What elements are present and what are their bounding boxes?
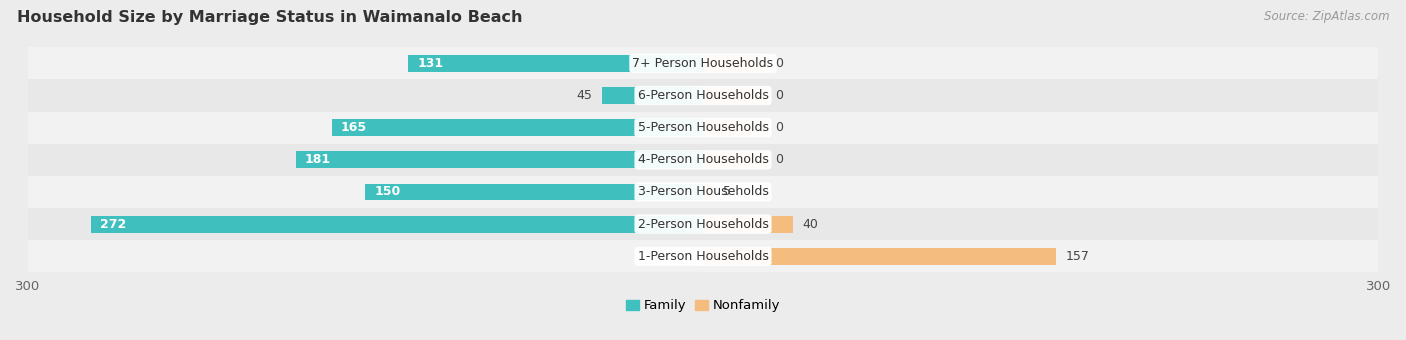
Text: 0: 0	[775, 153, 783, 166]
Text: 40: 40	[801, 218, 818, 231]
Text: Source: ZipAtlas.com: Source: ZipAtlas.com	[1264, 10, 1389, 23]
Text: 4-Person Households: 4-Person Households	[637, 153, 769, 166]
Bar	[28, 208, 1378, 240]
Text: 157: 157	[1066, 250, 1090, 263]
Text: 165: 165	[340, 121, 367, 134]
Bar	[332, 119, 703, 136]
Text: 272: 272	[100, 218, 127, 231]
Text: 0: 0	[775, 57, 783, 70]
Bar	[28, 112, 1378, 144]
Bar	[703, 87, 766, 104]
Text: 0: 0	[775, 89, 783, 102]
Bar	[602, 87, 703, 104]
Text: 0: 0	[775, 121, 783, 134]
Text: 181: 181	[305, 153, 330, 166]
Text: 6-Person Households: 6-Person Households	[637, 89, 769, 102]
Bar	[90, 216, 703, 233]
Legend: Family, Nonfamily: Family, Nonfamily	[620, 294, 786, 318]
Bar	[703, 248, 1056, 265]
Text: 1-Person Households: 1-Person Households	[637, 250, 769, 263]
Bar	[28, 240, 1378, 272]
Bar	[408, 55, 703, 72]
Text: Household Size by Marriage Status in Waimanalo Beach: Household Size by Marriage Status in Wai…	[17, 10, 523, 25]
Text: 131: 131	[418, 57, 443, 70]
Bar	[703, 216, 793, 233]
Bar	[703, 119, 766, 136]
Bar	[703, 55, 766, 72]
Bar	[703, 151, 766, 168]
Text: 7+ Person Households: 7+ Person Households	[633, 57, 773, 70]
Text: 5-Person Households: 5-Person Households	[637, 121, 769, 134]
Text: 45: 45	[576, 89, 593, 102]
Text: 5: 5	[723, 185, 731, 199]
Bar	[28, 144, 1378, 176]
Bar	[28, 176, 1378, 208]
Text: 2-Person Households: 2-Person Households	[637, 218, 769, 231]
Bar	[28, 47, 1378, 79]
Bar	[295, 151, 703, 168]
Bar	[28, 79, 1378, 112]
Bar	[366, 184, 703, 200]
Text: 150: 150	[374, 185, 401, 199]
Bar	[703, 184, 714, 200]
Text: 3-Person Households: 3-Person Households	[637, 185, 769, 199]
